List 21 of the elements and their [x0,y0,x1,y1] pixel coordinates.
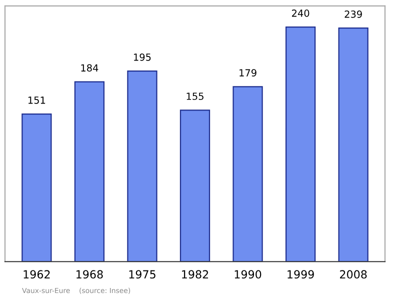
x-tick-label: 1962 [24,270,50,279]
x-tick-label: 1982 [182,270,208,279]
bar [74,81,105,262]
bar [22,114,52,262]
x-tick-label: 1975 [129,270,156,279]
data-label: 151 [28,96,46,104]
bar [285,26,316,262]
bar [127,70,158,262]
data-label: 155 [186,92,204,100]
x-tick-label: 2008 [340,270,367,279]
x-tick-label: 1990 [234,270,262,279]
data-label: 184 [81,64,98,72]
x-tick-label: 1999 [288,270,314,279]
data-label: 239 [344,10,362,18]
data-label: 240 [292,10,310,17]
x-tick-label: 1968 [76,270,103,279]
data-label: 195 [134,53,151,61]
bar [180,110,210,262]
data-label: 179 [240,69,256,76]
bar [338,28,368,262]
bar [232,86,263,262]
